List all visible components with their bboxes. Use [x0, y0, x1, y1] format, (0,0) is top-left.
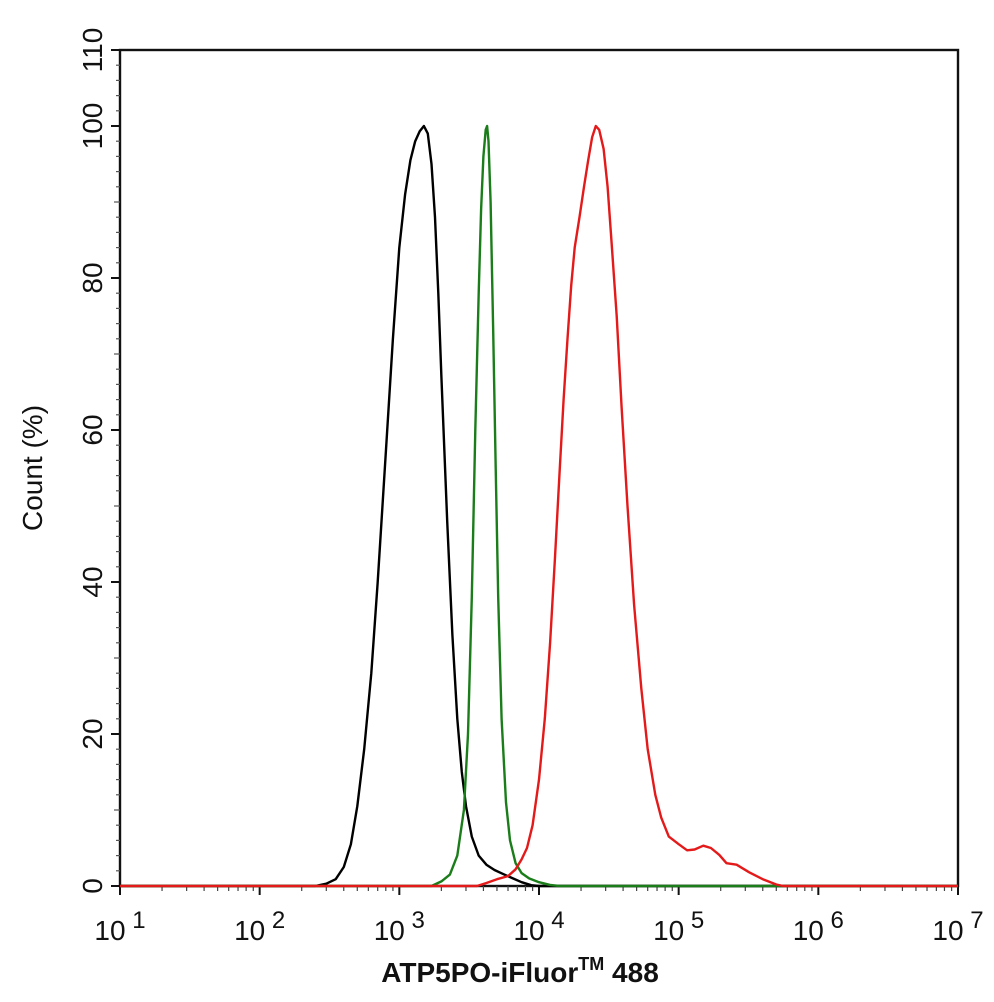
x-axis: 10 1 10 2 10 3 10 4 10 5 10 6 10 7 [94, 886, 984, 946]
x-tick-label: 10 7 [932, 907, 983, 946]
x-tick-label: 10 5 [653, 907, 704, 946]
x-tick-label: 10 3 [374, 907, 425, 946]
y-tick-label: 110 [77, 28, 108, 73]
y-tick-label: 100 [77, 103, 108, 150]
y-axis-label: Count (%) [17, 405, 48, 531]
histogram-series-2 [120, 124, 958, 888]
y-axis: 0 20 40 60 80 100 110 [77, 28, 120, 894]
y-tick-label: 0 [77, 878, 108, 894]
histogram-series-1 [120, 124, 958, 888]
x-tick-label: 10 4 [513, 907, 564, 946]
x-tick-label: 10 2 [234, 907, 285, 946]
y-tick-label: 40 [77, 566, 108, 597]
y-tick-label: 60 [77, 414, 108, 445]
x-axis-label-main: ATP5PO-iFluor [381, 957, 578, 988]
series-layer [120, 124, 958, 888]
histogram-series-3 [120, 124, 958, 888]
y-tick-label: 80 [77, 262, 108, 293]
plot-border [118, 48, 960, 888]
x-axis-label-superscript: TM [578, 954, 604, 974]
x-tick-label: 10 1 [94, 907, 145, 946]
x-tick-label: 10 6 [793, 907, 844, 946]
y-tick-label: 20 [77, 718, 108, 749]
x-axis-label-suffix: 488 [604, 957, 659, 988]
x-axis-label: ATP5PO-iFluorTM 488 [381, 954, 659, 988]
plot-frame [118, 48, 960, 888]
